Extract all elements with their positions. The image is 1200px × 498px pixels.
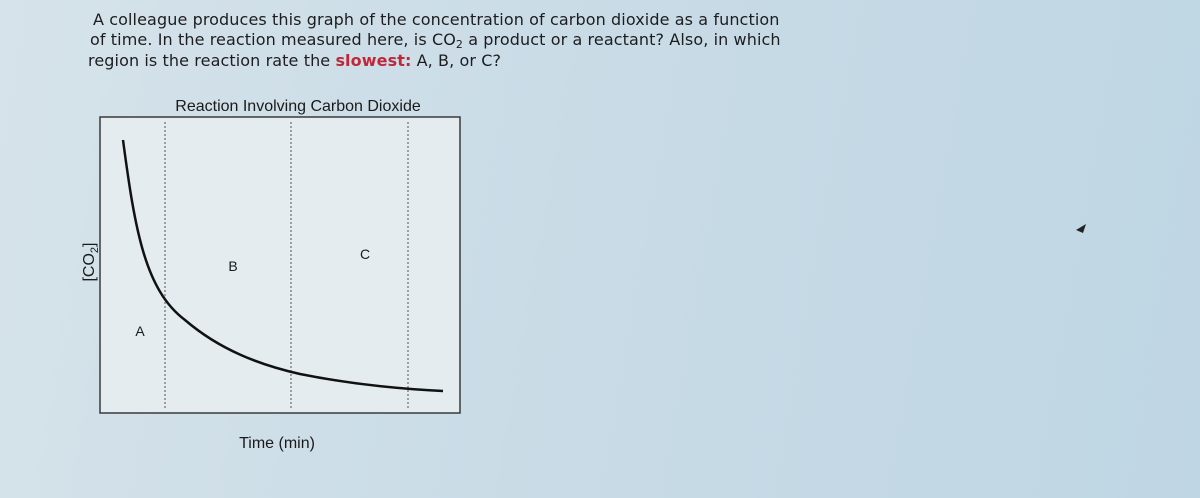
text: [CO bbox=[81, 253, 98, 281]
figure-title: Reaction Involving Carbon Dioxide bbox=[175, 98, 421, 115]
region-label: C bbox=[360, 246, 370, 262]
question-line: region is the reaction rate the slowest:… bbox=[88, 51, 501, 70]
text: A, B, or C? bbox=[411, 51, 502, 70]
text: of time. In the reaction measured here, … bbox=[90, 30, 456, 49]
emphasis: slowest: bbox=[335, 51, 412, 70]
plot-frame bbox=[99, 116, 461, 414]
curve bbox=[121, 139, 444, 393]
y-axis-label: [CO2] bbox=[81, 242, 101, 281]
region-label: A bbox=[135, 323, 145, 339]
subscript: 2 bbox=[455, 38, 464, 51]
question-line: of time. In the reaction measured here, … bbox=[90, 30, 781, 51]
text: A colleague produces this graph of the c… bbox=[93, 10, 780, 29]
text: ] bbox=[81, 242, 98, 246]
x-axis-label: Time (min) bbox=[239, 435, 315, 452]
cursor bbox=[1076, 224, 1086, 233]
text: a product or a reactant? Also, in which bbox=[463, 30, 781, 49]
text: region is the reaction rate the bbox=[88, 51, 336, 70]
question-line: A colleague produces this graph of the c… bbox=[93, 10, 780, 29]
subscript: 2 bbox=[89, 247, 101, 253]
region-label: B bbox=[228, 258, 237, 274]
